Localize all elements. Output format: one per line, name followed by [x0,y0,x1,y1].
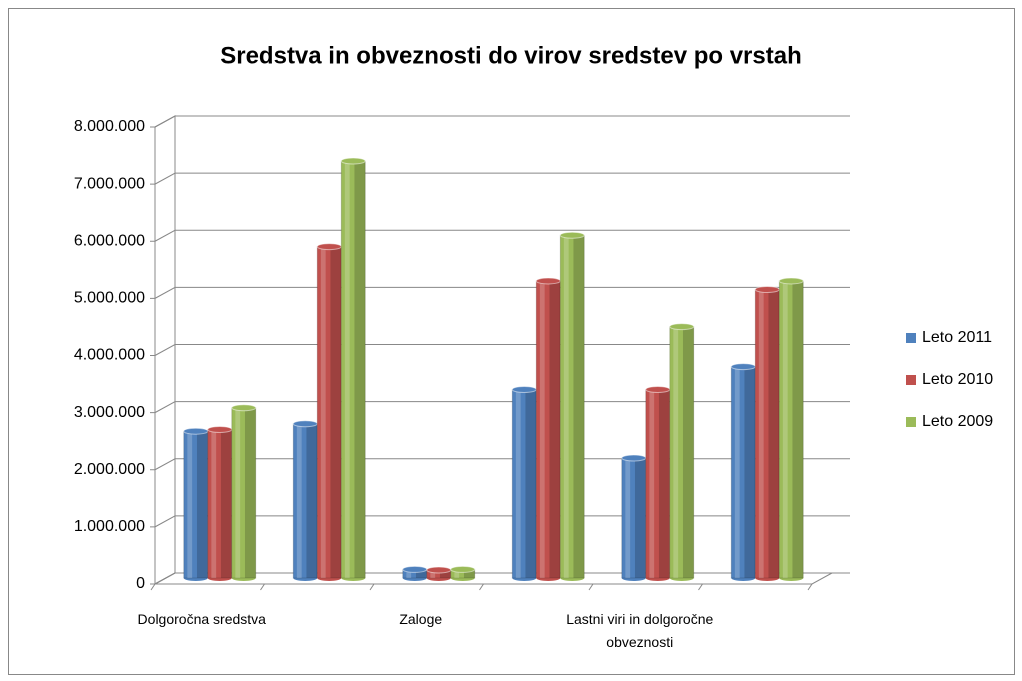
bar [669,326,695,579]
bar-shine [782,280,788,578]
x-tick-label: Lastni viri in dolgoročne obveznosti [566,611,714,650]
y-tick-label: 3.000.000 [74,404,145,421]
bar-shine [211,429,217,578]
bar-shade [744,366,756,578]
bar-shine [320,246,326,579]
y-tick-label: 8.000.000 [74,118,145,135]
bar-shine [344,160,350,579]
bar-shine [187,431,193,578]
bar [511,388,537,579]
bar-shade [573,235,585,578]
legend-label: Leto 2009 [922,413,993,430]
x-tick [588,583,594,591]
x-tick-label: Zaloge [399,611,443,627]
bar-shade [463,569,475,578]
y-tick-label: 1.000.000 [74,518,145,535]
x-tick [260,583,265,591]
bar-top [621,454,647,462]
grid-line [154,172,850,185]
bar-shade [196,431,208,578]
bar-shade [220,429,232,578]
bar [207,428,233,579]
bar [730,366,756,579]
bar-top [231,404,257,412]
bar-top [426,566,452,574]
bar [340,160,366,579]
legend-label: Leto 2011 [922,329,992,346]
bar-top [535,277,561,285]
bar-shade [525,389,537,578]
y-tick-label: 6.000.000 [74,232,145,249]
bar-shade [306,423,318,578]
bar-top [645,385,671,393]
chart-title: Sredstva in obveznosti do virov sredstev… [220,42,802,69]
x-tick [369,583,375,591]
bar-top [450,565,476,573]
y-tick-label: 5.000.000 [74,290,145,307]
x-tick [698,583,703,591]
bar-top [559,231,585,239]
bar-shade [682,326,694,578]
y-tick-label: 4.000.000 [74,347,145,364]
bar-top [316,243,342,251]
bar-shine [454,569,460,578]
grid-line [154,344,850,356]
bar-shine [673,326,679,578]
bar-shine [296,423,302,578]
legend-swatch [906,333,916,343]
bar-shine [649,389,655,578]
bar-top [754,286,780,294]
bar-shade [415,569,427,578]
bar [559,234,585,579]
bar-shine [515,389,521,578]
bar-shine [625,458,631,578]
grid-line [154,229,850,242]
x-tick [807,583,813,591]
grid-line [154,115,850,128]
bar-shade [634,458,646,578]
bar [778,280,804,579]
bar-shade [768,289,780,578]
bar-top [511,385,537,393]
bar-top [340,157,366,165]
bar-top [669,323,695,331]
bar-shine [539,280,545,578]
bar-top [183,427,209,435]
y-tick-label: 0 [136,575,145,592]
bar [535,280,561,579]
bar-shade [549,280,561,578]
x-tick [479,583,484,591]
x-tick [150,583,156,591]
grid-line [154,286,850,299]
legend-label: Leto 2010 [922,371,993,388]
bar-shine [734,366,740,578]
legend-swatch [906,375,916,385]
legend-swatch [906,417,916,427]
bar-shade [439,570,451,578]
bar-top [402,565,428,573]
chart-border [8,8,1015,675]
bar-top [778,277,804,285]
bar-shine [430,570,436,578]
bar-top [292,420,318,428]
bar-shine [758,289,764,578]
grid-line [154,401,850,414]
y-tick-label: 2.000.000 [74,461,145,478]
bar-top [207,425,233,433]
bar-shade [354,160,366,579]
bar-shine [235,407,241,578]
bar-shade [330,246,342,579]
bar-shade [244,407,256,578]
x-tick-label: Dolgoročna sredstva [137,611,266,627]
bar-top [730,363,756,371]
bar-shade [792,280,804,578]
bar-shade [658,389,670,578]
bar-shine [406,569,412,578]
bar-shine [563,235,569,578]
y-tick-label: 7.000.000 [74,175,145,192]
bar [183,430,209,579]
